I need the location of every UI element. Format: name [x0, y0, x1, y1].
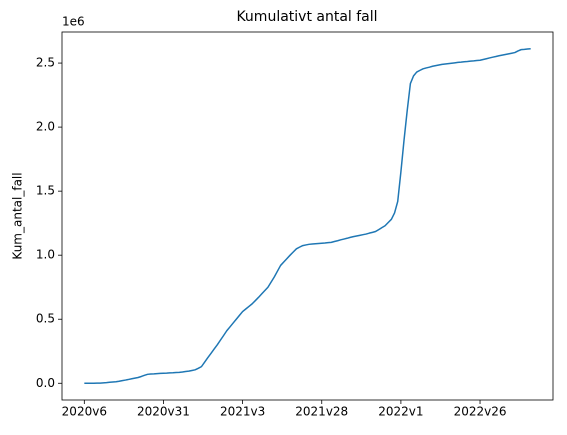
chart-title: Kumulativt antal fall: [236, 9, 377, 25]
y-tick-label: 1.0: [36, 248, 55, 262]
x-tick-label: 2022v26: [454, 405, 507, 419]
axes-frame: [61, 31, 554, 401]
x-tick-label: 2020v6: [62, 405, 107, 419]
x-tick-label: 2022v1: [378, 405, 423, 419]
y-tick-label: 1.5: [36, 184, 55, 198]
y-offset-label: 1e6: [62, 15, 85, 29]
y-tick-label: 2.5: [36, 56, 55, 70]
line: [84, 47, 531, 385]
x-tick-label: 2021v28: [295, 405, 348, 419]
y-tick-label: 2.0: [36, 120, 55, 134]
x-tick-label: 2021v3: [220, 405, 265, 419]
x-tick-label: 2020v31: [137, 405, 190, 419]
y-tick-label: 0.0: [36, 376, 55, 390]
y-tick-label: 0.5: [36, 312, 55, 326]
y-axis-label: Kum_antal_fall: [11, 172, 25, 259]
